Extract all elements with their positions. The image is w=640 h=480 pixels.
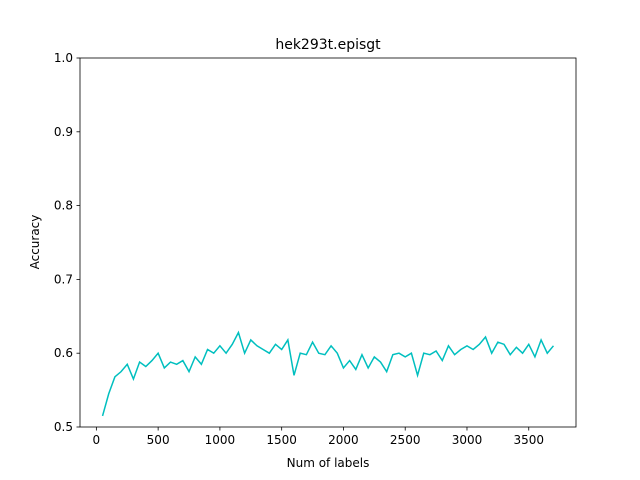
x-tick-label: 3000 xyxy=(452,433,483,447)
x-tick-label: 2500 xyxy=(390,433,421,447)
y-tick-label: 0.5 xyxy=(54,420,73,434)
chart-title: hek293t.episgt xyxy=(275,37,381,53)
x-tick-label: 1000 xyxy=(205,433,236,447)
x-tick-label: 0 xyxy=(93,433,101,447)
y-tick-label: 0.7 xyxy=(54,272,73,286)
y-tick-label: 1.0 xyxy=(54,51,73,65)
y-tick-label: 0.8 xyxy=(54,199,73,213)
y-tick-label: 0.6 xyxy=(54,346,73,360)
y-axis-label: Accuracy xyxy=(28,215,42,270)
x-tick-label: 1500 xyxy=(266,433,297,447)
line xyxy=(101,330,555,417)
axes-frame xyxy=(79,57,577,428)
x-tick-label: 500 xyxy=(147,433,170,447)
y-tick-label: 0.9 xyxy=(54,125,73,139)
x-tick-label: 3500 xyxy=(513,433,544,447)
x-axis-label: Num of labels xyxy=(287,456,370,470)
x-tick-label: 2000 xyxy=(328,433,359,447)
